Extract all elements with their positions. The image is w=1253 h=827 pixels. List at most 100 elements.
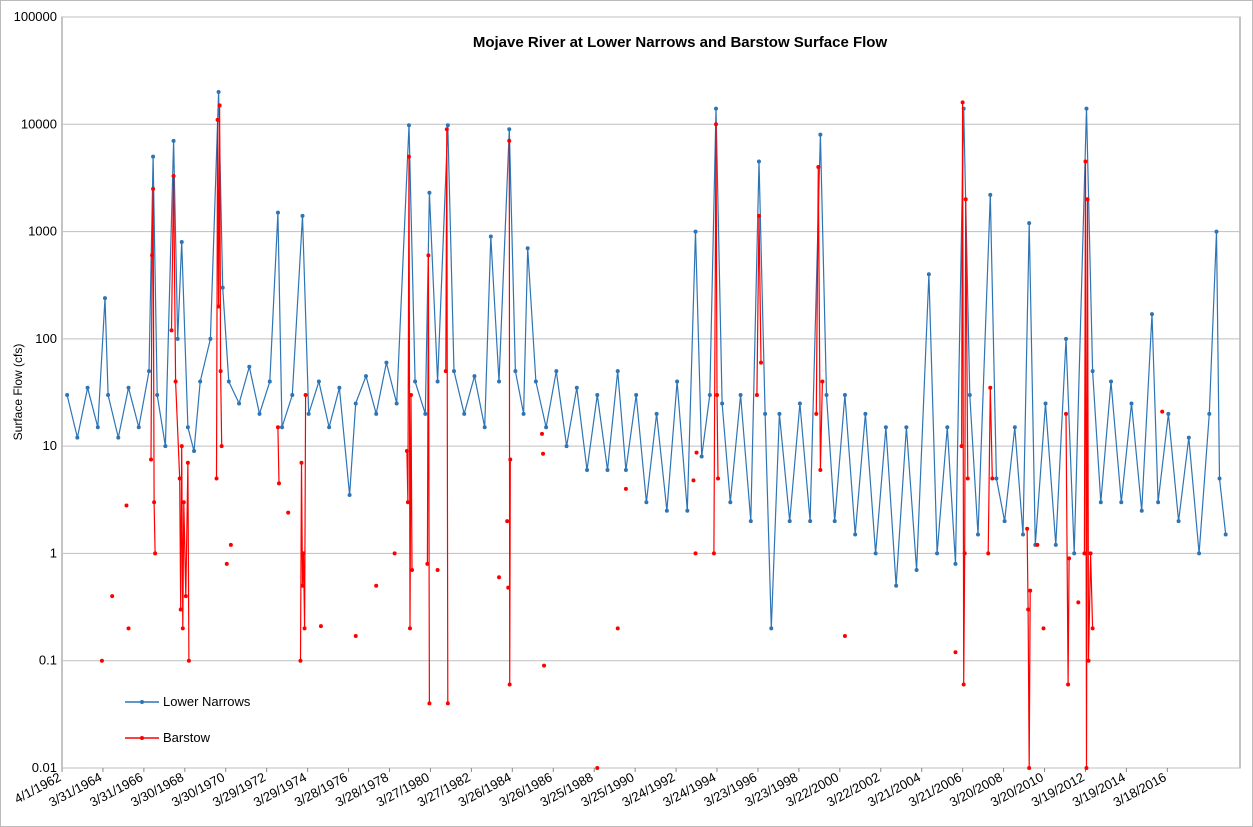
data-point — [425, 561, 430, 566]
data-point — [405, 500, 410, 505]
data-point — [873, 551, 878, 556]
data-point — [691, 478, 696, 483]
data-point — [623, 467, 628, 472]
data-point — [1012, 425, 1017, 430]
data-point — [300, 583, 305, 588]
data-point — [217, 103, 222, 108]
data-point — [961, 106, 966, 111]
data-point — [975, 532, 980, 537]
data-point — [247, 364, 252, 369]
data-point — [374, 411, 379, 416]
data-point — [208, 336, 213, 341]
data-point — [542, 663, 547, 668]
data-point — [173, 379, 178, 384]
data-point — [423, 411, 428, 416]
data-point — [824, 392, 829, 397]
data-point — [763, 411, 768, 416]
data-point — [945, 425, 950, 430]
data-point — [926, 272, 931, 277]
data-point — [408, 392, 413, 397]
data-point — [1166, 411, 1171, 416]
data-point — [967, 392, 972, 397]
data-point — [1090, 626, 1095, 631]
data-point — [935, 551, 940, 556]
data-point — [394, 401, 399, 406]
data-point — [521, 411, 526, 416]
data-point — [962, 551, 967, 556]
data-point — [777, 411, 782, 416]
data-point — [228, 542, 233, 547]
data-point — [699, 454, 704, 459]
data-point — [171, 173, 176, 178]
data-point — [988, 385, 993, 390]
data-point — [1129, 401, 1134, 406]
data-point — [316, 379, 321, 384]
data-point — [353, 401, 358, 406]
data-point — [818, 132, 823, 137]
data-point — [185, 460, 190, 465]
data-point — [1027, 766, 1032, 770]
data-point — [713, 106, 718, 111]
data-point — [832, 519, 837, 524]
data-point — [301, 551, 306, 556]
data-point — [444, 127, 449, 132]
data-point — [150, 253, 155, 258]
data-point — [863, 411, 868, 416]
data-point — [1176, 519, 1181, 524]
data-point — [298, 658, 303, 663]
data-point — [126, 385, 131, 390]
data-point — [963, 197, 968, 202]
data-point — [816, 164, 821, 169]
data-point — [1082, 551, 1087, 556]
data-point — [525, 246, 530, 251]
data-point — [337, 385, 342, 390]
y-tick-label: 0.1 — [39, 653, 57, 668]
legend-marker — [140, 736, 144, 740]
data-point — [1083, 159, 1088, 164]
data-point — [183, 594, 188, 599]
data-point — [1085, 197, 1090, 202]
data-point — [507, 138, 512, 143]
data-point — [540, 431, 545, 436]
data-point — [585, 467, 590, 472]
data-point — [797, 401, 802, 406]
data-point — [363, 374, 368, 379]
data-point — [306, 411, 311, 416]
data-point — [959, 444, 964, 449]
data-point — [842, 633, 847, 638]
data-point — [1084, 106, 1089, 111]
data-point — [426, 253, 431, 258]
data-point — [615, 626, 620, 631]
data-point — [1149, 312, 1154, 317]
y-tick-label: 1000 — [28, 224, 57, 239]
data-point — [507, 127, 512, 132]
data-point — [110, 594, 115, 599]
data-point — [406, 123, 411, 128]
data-point — [1214, 229, 1219, 234]
data-point — [988, 192, 993, 197]
data-point — [1207, 411, 1212, 416]
data-point — [507, 682, 512, 687]
data-point — [738, 392, 743, 397]
data-point — [894, 583, 899, 588]
data-point — [1156, 500, 1161, 505]
y-tick-label: 10000 — [21, 116, 57, 131]
data-point — [693, 229, 698, 234]
data-point — [497, 379, 502, 384]
data-point — [1090, 369, 1095, 374]
data-point — [136, 425, 141, 430]
data-point — [392, 551, 397, 556]
data-point — [1139, 508, 1144, 513]
data-point — [533, 379, 538, 384]
data-point — [286, 510, 291, 515]
data-point — [275, 425, 280, 430]
data-point — [126, 626, 131, 631]
data-point — [300, 213, 305, 218]
y-tick-label: 1 — [50, 545, 57, 560]
data-point — [693, 551, 698, 556]
data-point — [960, 100, 965, 105]
data-point — [675, 379, 680, 384]
y-tick-label: 0.01 — [32, 760, 57, 775]
legend-marker — [140, 700, 144, 704]
data-point — [694, 450, 699, 455]
